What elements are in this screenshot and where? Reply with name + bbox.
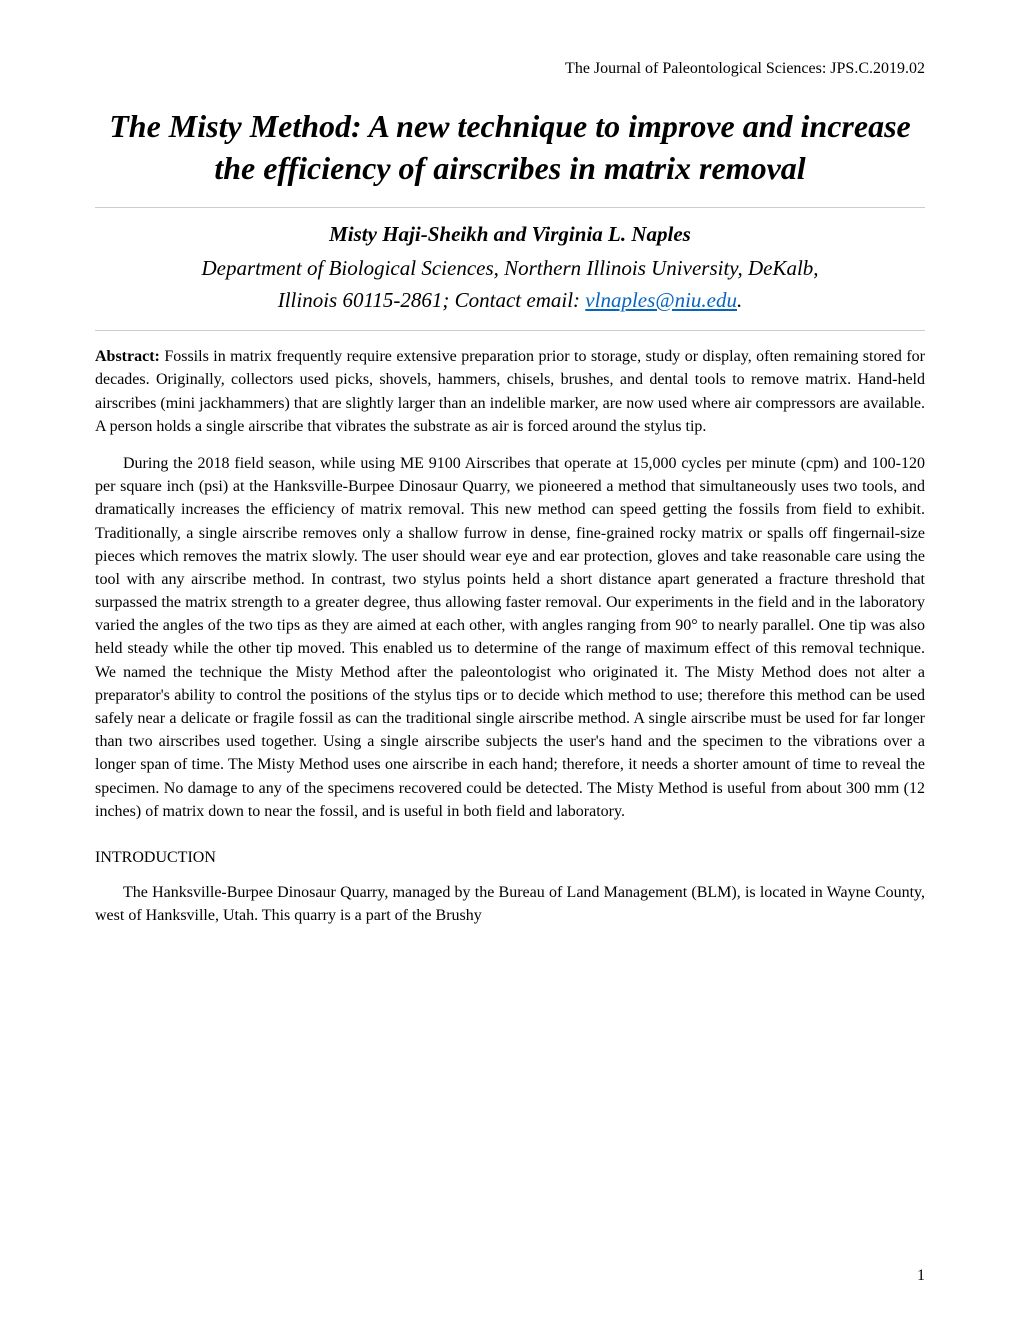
page-number: 1	[917, 1267, 925, 1285]
introduction-paragraph-1: The Hanksville-Burpee Dinosaur Quarry, m…	[95, 881, 925, 927]
authors: Misty Haji-Sheikh and Virginia L. Naples	[95, 222, 925, 247]
abstract-paragraph-1: Abstract: Fossils in matrix frequently r…	[95, 345, 925, 438]
abstract-label: Abstract:	[95, 348, 160, 365]
contact-email-link[interactable]: vlnaples@niu.edu	[585, 288, 737, 312]
affiliation-line1: Department of Biological Sciences, North…	[201, 256, 818, 280]
journal-info: The Journal of Paleontological Sciences:…	[565, 60, 925, 77]
affiliation-line2-suffix: .	[737, 288, 742, 312]
divider-top	[95, 207, 925, 208]
affiliation: Department of Biological Sciences, North…	[95, 253, 925, 316]
journal-header: The Journal of Paleontological Sciences:…	[95, 60, 925, 78]
paper-title: The Misty Method: A new technique to imp…	[95, 106, 925, 189]
introduction-heading: INTRODUCTION	[95, 849, 925, 867]
affiliation-line2-prefix: Illinois 60115-2861; Contact email:	[278, 288, 586, 312]
abstract-paragraph-2: During the 2018 field season, while usin…	[95, 452, 925, 823]
abstract-p1-text: Fossils in matrix frequently require ext…	[95, 348, 925, 435]
divider-bottom	[95, 330, 925, 331]
